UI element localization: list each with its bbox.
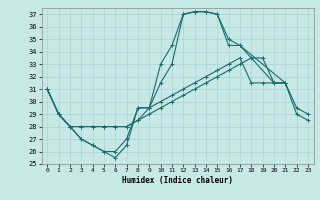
X-axis label: Humidex (Indice chaleur): Humidex (Indice chaleur) — [122, 176, 233, 185]
